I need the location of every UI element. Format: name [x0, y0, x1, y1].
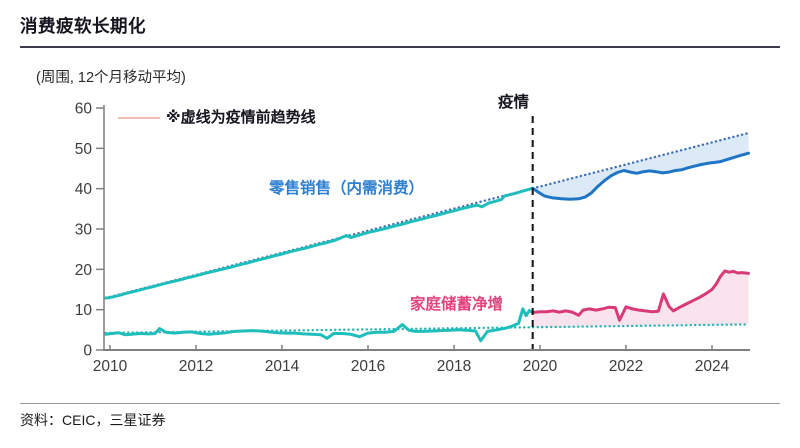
trend-line-savings_trend_dot: [104, 323, 750, 335]
y-tick-label: 10: [75, 302, 93, 319]
data-line-pink: [531, 269, 750, 322]
data-line-teal: [104, 186, 535, 300]
x-tick-label: 2012: [179, 358, 213, 375]
x-tick-label: 2018: [437, 358, 471, 375]
data-line-blue: [531, 151, 750, 201]
source-note: 资料：CEIC，三星证券: [20, 412, 166, 428]
y-tick-label: 20: [75, 262, 93, 279]
x-tick-label: 2010: [93, 358, 128, 375]
y-tick-label: 60: [75, 101, 93, 118]
fill-零售缺口: [532, 133, 749, 200]
page-title: 消费疲软长期化: [20, 16, 146, 36]
y-tick-label: 40: [75, 181, 93, 198]
x-tick-label: 2014: [265, 358, 300, 375]
title-divider: [20, 46, 780, 48]
x-tick-label: 2022: [609, 358, 643, 375]
x-tick-label: 2020: [523, 358, 558, 375]
y-tick-label: 0: [83, 343, 92, 360]
trend-line-retail_trend_dot: [104, 131, 750, 300]
pandemic-annotation: 疫情: [498, 94, 530, 111]
axis-unit-label: (周围, 12个月移动平均): [36, 70, 186, 86]
series-label-retail-sales: 零售销售（内需消费）: [269, 180, 425, 197]
x-tick-label: 2016: [351, 358, 385, 375]
y-tick-label: 30: [75, 222, 93, 239]
trend-line-legend-swatch: [118, 116, 160, 119]
fill-储蓄超额: [532, 270, 749, 328]
legend-note: ※虚线为疫情前趋势线: [166, 109, 316, 126]
series-label-household-savings: 家庭储蓄净增: [410, 296, 504, 313]
x-tick-label: 2024: [695, 358, 730, 375]
legend: ※虚线为疫情前趋势线: [118, 106, 316, 127]
y-tick-label: 50: [75, 141, 93, 158]
data-line-teal: [104, 307, 535, 343]
footer-divider: [20, 403, 780, 404]
